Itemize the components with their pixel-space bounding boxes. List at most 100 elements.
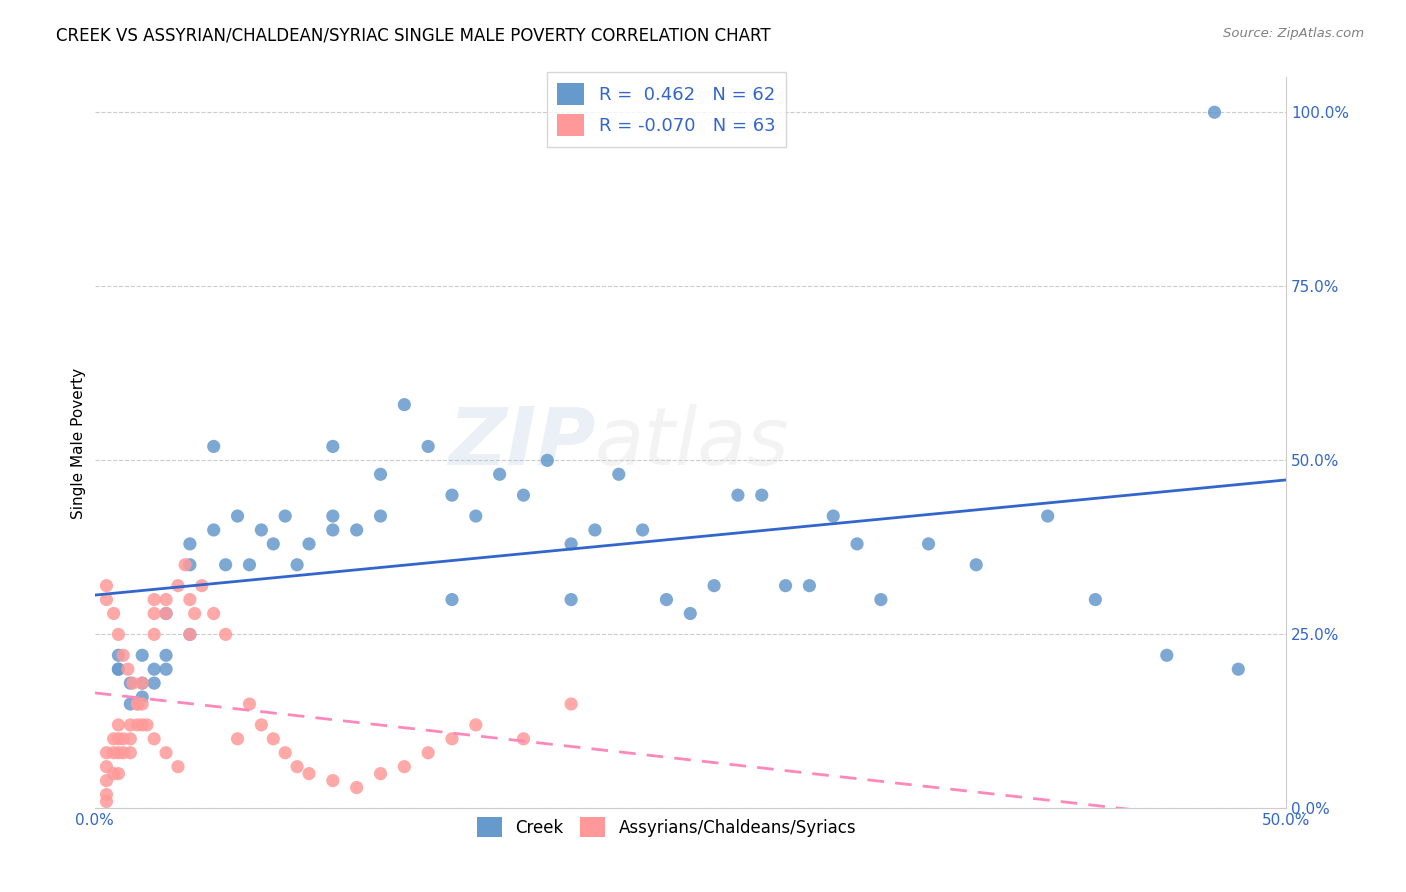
Point bbox=[103, 607, 125, 621]
Point bbox=[202, 439, 225, 453]
Point bbox=[512, 488, 534, 502]
Point bbox=[370, 766, 392, 780]
Point bbox=[179, 627, 201, 641]
Point bbox=[799, 579, 821, 593]
Point bbox=[131, 690, 153, 704]
Point bbox=[298, 766, 321, 780]
Point bbox=[191, 579, 214, 593]
Point bbox=[107, 766, 129, 780]
Point bbox=[226, 731, 249, 746]
Point bbox=[103, 746, 125, 760]
Point bbox=[322, 523, 344, 537]
Point bbox=[155, 607, 177, 621]
Point bbox=[155, 607, 177, 621]
Point bbox=[143, 662, 166, 676]
Point bbox=[155, 592, 177, 607]
Point bbox=[112, 648, 135, 663]
Point bbox=[536, 453, 558, 467]
Point bbox=[96, 579, 118, 593]
Point bbox=[96, 759, 118, 773]
Point bbox=[727, 488, 749, 502]
Point bbox=[346, 780, 368, 795]
Point bbox=[120, 731, 142, 746]
Point bbox=[155, 746, 177, 760]
Point bbox=[120, 746, 142, 760]
Point bbox=[655, 592, 678, 607]
Point bbox=[238, 558, 260, 572]
Point bbox=[167, 579, 190, 593]
Point bbox=[370, 467, 392, 482]
Point bbox=[107, 648, 129, 663]
Point bbox=[1084, 592, 1107, 607]
Point bbox=[143, 592, 166, 607]
Point bbox=[464, 718, 486, 732]
Text: atlas: atlas bbox=[595, 404, 790, 482]
Point bbox=[464, 509, 486, 524]
Point bbox=[238, 697, 260, 711]
Point bbox=[846, 537, 869, 551]
Point bbox=[703, 579, 725, 593]
Point bbox=[131, 676, 153, 690]
Point bbox=[214, 627, 236, 641]
Point bbox=[120, 718, 142, 732]
Point bbox=[107, 731, 129, 746]
Point bbox=[488, 467, 510, 482]
Point bbox=[107, 718, 129, 732]
Point bbox=[117, 662, 139, 676]
Point bbox=[1227, 662, 1250, 676]
Point bbox=[322, 773, 344, 788]
Point bbox=[179, 558, 201, 572]
Point bbox=[131, 648, 153, 663]
Point bbox=[370, 509, 392, 524]
Point bbox=[440, 731, 463, 746]
Text: CREEK VS ASSYRIAN/CHALDEAN/SYRIAC SINGLE MALE POVERTY CORRELATION CHART: CREEK VS ASSYRIAN/CHALDEAN/SYRIAC SINGLE… bbox=[56, 27, 770, 45]
Y-axis label: Single Male Poverty: Single Male Poverty bbox=[72, 368, 86, 518]
Point bbox=[560, 537, 582, 551]
Point bbox=[155, 648, 177, 663]
Point bbox=[262, 731, 284, 746]
Point bbox=[96, 592, 118, 607]
Point bbox=[751, 488, 773, 502]
Point bbox=[418, 746, 440, 760]
Point bbox=[127, 718, 149, 732]
Point bbox=[285, 759, 308, 773]
Point bbox=[322, 439, 344, 453]
Point bbox=[560, 697, 582, 711]
Point bbox=[112, 731, 135, 746]
Point bbox=[131, 697, 153, 711]
Point bbox=[183, 607, 205, 621]
Point bbox=[179, 537, 201, 551]
Point bbox=[96, 746, 118, 760]
Text: ZIP: ZIP bbox=[447, 404, 595, 482]
Text: Source: ZipAtlas.com: Source: ZipAtlas.com bbox=[1223, 27, 1364, 40]
Point bbox=[120, 676, 142, 690]
Point bbox=[607, 467, 630, 482]
Point bbox=[274, 509, 297, 524]
Point bbox=[1036, 509, 1059, 524]
Point bbox=[136, 718, 159, 732]
Point bbox=[917, 537, 939, 551]
Point bbox=[131, 676, 153, 690]
Point bbox=[274, 746, 297, 760]
Point bbox=[583, 523, 606, 537]
Point bbox=[262, 537, 284, 551]
Point bbox=[250, 718, 273, 732]
Point bbox=[322, 509, 344, 524]
Point bbox=[107, 662, 129, 676]
Point bbox=[346, 523, 368, 537]
Point bbox=[155, 662, 177, 676]
Point bbox=[823, 509, 845, 524]
Point bbox=[167, 759, 190, 773]
Point bbox=[440, 488, 463, 502]
Point bbox=[143, 676, 166, 690]
Point bbox=[127, 697, 149, 711]
Point bbox=[250, 523, 273, 537]
Point bbox=[127, 697, 149, 711]
Point bbox=[226, 509, 249, 524]
Point bbox=[107, 746, 129, 760]
Point bbox=[143, 627, 166, 641]
Point bbox=[179, 592, 201, 607]
Point bbox=[96, 773, 118, 788]
Point bbox=[120, 697, 142, 711]
Point bbox=[679, 607, 702, 621]
